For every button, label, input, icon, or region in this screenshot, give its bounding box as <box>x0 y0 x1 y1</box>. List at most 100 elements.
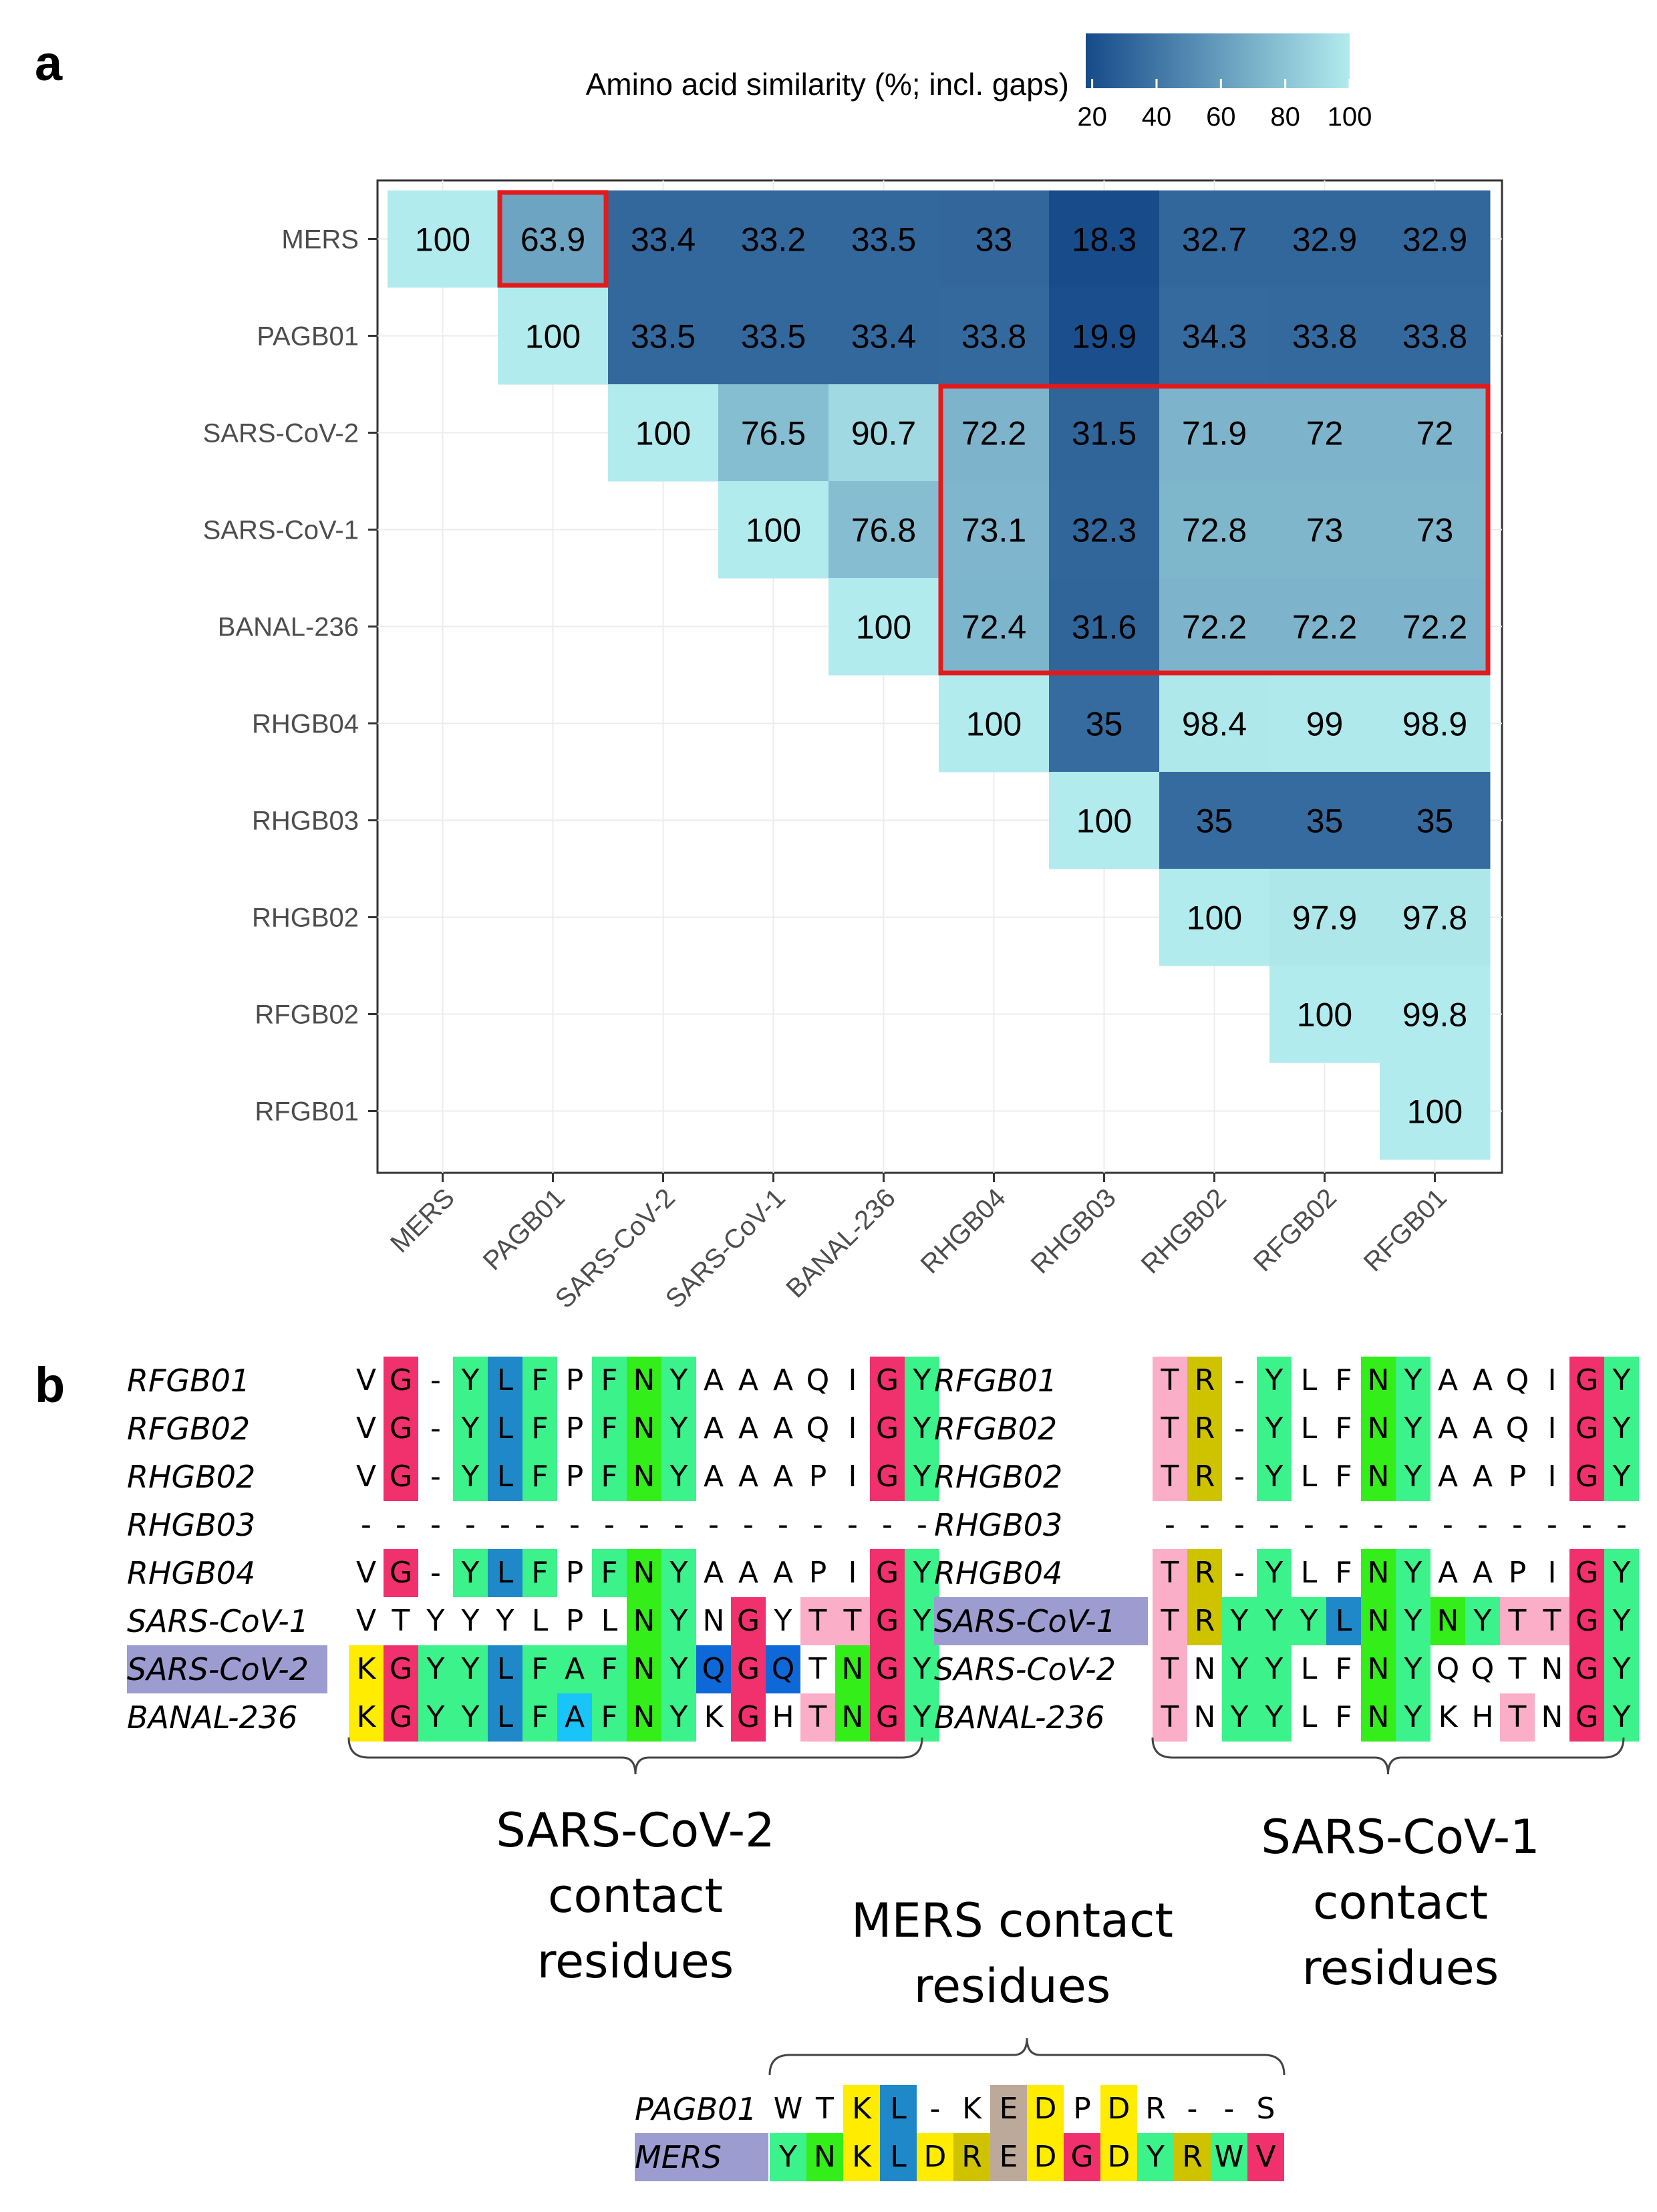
residue-cell: T <box>392 1604 410 1638</box>
residue-cell: G <box>384 1693 418 1742</box>
alignment-sequence-name: RHGB04 <box>127 1555 256 1591</box>
residue-cell: R <box>1187 1453 1222 1501</box>
residue-cell: N <box>1361 1453 1396 1501</box>
alignment-sequence-name: BANAL-236 <box>934 1699 1105 1736</box>
residue-cell: L <box>1300 1411 1318 1445</box>
residue-cell: K <box>843 2133 880 2181</box>
residue-cell: R <box>1187 1405 1222 1453</box>
residue-cell: T <box>808 1652 827 1686</box>
residue-cell: T <box>1153 1405 1187 1453</box>
residue-cell: Y <box>905 1645 939 1693</box>
residue-cell: N <box>1430 1597 1465 1645</box>
residue-cell: N <box>806 2133 843 2181</box>
heatmap-cell <box>1159 675 1270 773</box>
heatmap-cell <box>1380 384 1491 482</box>
residue-cell: Y <box>418 1645 453 1693</box>
heatmap-cell <box>828 578 939 676</box>
cell-value-label: 97.9 <box>1292 900 1357 937</box>
residue-cell: - <box>430 1363 441 1397</box>
residue-cell: - <box>1443 1508 1453 1542</box>
residue-cell: L <box>488 1645 522 1693</box>
residue-cell: F <box>1335 1460 1352 1494</box>
heatmap-cell <box>1269 578 1380 676</box>
highlight-box <box>497 190 609 288</box>
residue-cell: T <box>800 1597 835 1645</box>
cell-value-label: 32.9 <box>1292 221 1357 259</box>
residue-cell: Y <box>1396 1645 1430 1693</box>
residue-cell: G <box>1064 2133 1100 2181</box>
residue-cell: P <box>565 1556 584 1590</box>
cell-value-label: 19.9 <box>1072 318 1137 356</box>
heatmap-cell <box>718 190 829 288</box>
heatmap-cell <box>1159 384 1270 482</box>
legend-tick-label: 80 <box>1270 102 1300 132</box>
residue-cell: N <box>835 1645 870 1693</box>
residue-cell: R <box>1174 2133 1211 2181</box>
residue-cell: - <box>1477 1508 1488 1542</box>
residue-cell: Y <box>661 1549 696 1597</box>
y-tick-label: SARS-CoV-2 <box>203 419 359 448</box>
cell-value-label: 33.2 <box>741 221 806 259</box>
residue-cell: G <box>870 1597 905 1645</box>
residue-cell: Y <box>661 1597 696 1645</box>
residue-cell: K <box>962 2092 982 2126</box>
x-tick-label: RHGB03 <box>1026 1183 1122 1279</box>
residue-cell: N <box>1361 1693 1396 1742</box>
residue-cell: - <box>1304 1508 1314 1542</box>
residue-cell: K <box>349 1645 384 1693</box>
residue-cell: N <box>1361 1357 1396 1405</box>
cell-value-label: 72 <box>1416 415 1454 452</box>
residue-cell: Y <box>661 1693 696 1742</box>
residue-cell: P <box>808 1460 827 1494</box>
cell-value-label: 72.2 <box>961 415 1026 452</box>
residue-cell: Q <box>806 1363 830 1397</box>
residue-cell: Y <box>453 1357 488 1405</box>
residue-cell: - <box>1234 1460 1245 1494</box>
heatmap-cell <box>1380 1063 1491 1160</box>
residue-cell: L <box>488 1453 522 1501</box>
residue-cell: F <box>522 1405 557 1453</box>
residue-cell: N <box>1361 1405 1396 1453</box>
residue-cell: P <box>565 1411 584 1445</box>
residue-cell: N <box>1541 1700 1563 1734</box>
cell-value-label: 35 <box>1086 706 1123 743</box>
heatmap-cell <box>939 287 1050 385</box>
residue-cell: P <box>1073 2092 1091 2126</box>
cell-value-label: 33 <box>975 221 1013 259</box>
residue-cell: N <box>1361 1597 1396 1645</box>
heatmap-cell <box>828 384 939 482</box>
heatmap-cell <box>608 190 719 288</box>
residue-cell: Y <box>1222 1645 1257 1693</box>
residue-cell: G <box>1569 1645 1604 1693</box>
residue-cell: A <box>772 1556 794 1590</box>
residue-cell: F <box>592 1549 627 1597</box>
similarity-heatmap: Amino acid similarity (%; incl. gaps) 20 4… <box>203 33 1503 1314</box>
residue-cell: - <box>430 1556 441 1590</box>
cell-value-label: 72.4 <box>961 609 1026 646</box>
residue-cell: V <box>355 1411 377 1445</box>
residue-cell: F <box>1335 1652 1352 1686</box>
residue-cell: T <box>1153 1453 1187 1501</box>
residue-cell: N <box>1361 1549 1396 1597</box>
residue-cell: A <box>1472 1411 1493 1445</box>
residue-cell: E <box>990 2133 1027 2181</box>
residue-cell: K <box>704 1700 724 1734</box>
residue-cell: A <box>703 1363 724 1397</box>
residue-cell: G <box>384 1405 418 1453</box>
residue-cell: Y <box>426 1604 445 1638</box>
residue-cell: D <box>1027 2133 1064 2181</box>
cell-value-label: 76.8 <box>851 512 916 549</box>
residue-cell: - <box>1373 1508 1384 1542</box>
residue-cell: L <box>1300 1652 1318 1686</box>
residue-cell: A <box>772 1460 794 1494</box>
cell-value-label: 72.2 <box>1292 609 1357 646</box>
residue-cell: I <box>848 1363 857 1397</box>
contact-residues-label: SARS-CoV-1 contact residues <box>1200 1804 1601 2001</box>
residue-cell: - <box>847 1508 858 1542</box>
residue-cell: F <box>592 1693 627 1742</box>
residue-cell: T <box>1500 1693 1535 1742</box>
residue-cell: T <box>1153 1549 1187 1597</box>
residue-cell: F <box>522 1645 557 1693</box>
cell-value-label: 72.2 <box>1182 609 1247 646</box>
alignment-sequence-name: SARS-CoV-2 <box>127 1645 327 1693</box>
